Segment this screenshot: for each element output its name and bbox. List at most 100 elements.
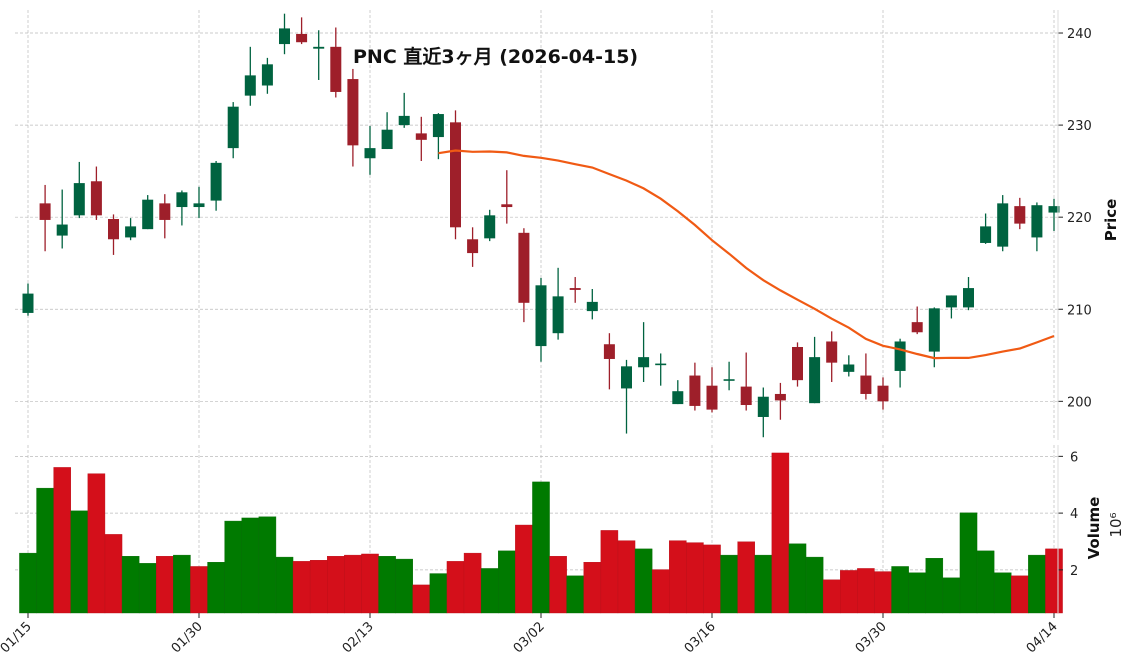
volume-bar (53, 467, 71, 614)
candle-body (244, 75, 256, 96)
volume-bar (754, 554, 773, 614)
x-tick-label: 02/13 (340, 619, 377, 656)
x-tick-label: 03/02 (511, 619, 548, 656)
candle-body (296, 33, 308, 43)
candle-body (535, 285, 547, 347)
volume-bar (395, 558, 413, 614)
volume-bar (600, 530, 619, 614)
volume-tick-label: 2 (1070, 564, 1078, 579)
volume-bar (532, 481, 550, 614)
volume-bar (857, 568, 875, 614)
candle-body (1031, 205, 1043, 238)
volume-bar (258, 516, 277, 614)
x-tick-label: 01/30 (169, 619, 206, 656)
candle-body (90, 181, 102, 216)
price-tick-label: 240 (1067, 27, 1092, 42)
candle-body (1014, 206, 1026, 224)
volume-bar (446, 561, 465, 614)
volume-bar (241, 517, 260, 614)
candle-body (963, 288, 974, 308)
volume-bar (840, 570, 858, 614)
volume-bar (720, 554, 738, 614)
candle-body (774, 393, 786, 401)
volume-bar (549, 556, 567, 614)
volume-bar (703, 544, 721, 614)
candle-body (73, 183, 85, 216)
candle-body (279, 28, 290, 45)
volume-bar (498, 550, 516, 614)
candle-body (638, 357, 650, 368)
volume-bar (207, 562, 225, 614)
volume-bar (104, 534, 123, 614)
candle-body (792, 347, 803, 381)
candle-body (740, 386, 752, 406)
volume-bar (788, 543, 807, 614)
volume-bar (327, 556, 345, 614)
candle-body (603, 344, 615, 359)
volume-bar (480, 568, 499, 614)
volume-bar (1028, 554, 1046, 614)
x-tick-label: 01/15 (0, 619, 35, 656)
candle-body (381, 129, 393, 150)
volume-axis-label: Volume (1085, 497, 1103, 560)
volume-bar (224, 520, 242, 614)
price-axis-label: Price (1102, 199, 1120, 242)
price-tick-label: 220 (1067, 211, 1092, 226)
candle-body (655, 363, 667, 366)
price-tick-label: 230 (1067, 119, 1092, 134)
candle-body (432, 114, 444, 138)
candle-body (347, 79, 359, 146)
volume-bar (583, 562, 602, 614)
candle-body (723, 379, 735, 381)
volume-bar (378, 556, 396, 614)
candle-body (1048, 206, 1060, 213)
candle-body (843, 364, 855, 372)
candle-body (980, 226, 992, 243)
volume-bar (344, 554, 362, 614)
volume-bar (292, 561, 311, 614)
volume-bar (891, 566, 909, 614)
candle-body (313, 46, 325, 49)
candle-body (672, 391, 684, 405)
volume-bar (156, 556, 174, 614)
volume-bar (634, 548, 653, 614)
volume-bar (771, 452, 790, 614)
candle-body (261, 64, 273, 86)
candle-body (193, 203, 205, 208)
volume-bar (617, 540, 636, 614)
volume-bar (822, 579, 841, 614)
volume-bar (87, 473, 106, 614)
x-tick-label: 03/30 (853, 619, 890, 656)
candle-body (501, 204, 513, 208)
volume-bar (309, 560, 328, 614)
volume-scale-label: 10⁶ (1107, 512, 1125, 537)
candle-body (552, 296, 564, 334)
volume-bar (959, 512, 978, 614)
candle-body (330, 46, 342, 92)
volume-bars (19, 452, 1063, 614)
volume-bar (138, 563, 157, 614)
volume-bar (275, 556, 294, 614)
price-tick-label: 210 (1067, 303, 1092, 318)
candle-body (997, 203, 1009, 247)
volume-bar (515, 524, 533, 614)
candle-body (142, 199, 154, 230)
volume-bar (429, 573, 448, 614)
volume-bar (1045, 548, 1063, 614)
volume-bar (874, 571, 892, 614)
volume-bar (908, 572, 926, 614)
candles (22, 13, 1060, 438)
candle-body (210, 162, 222, 201)
volume-bar (651, 569, 670, 614)
candle-body (860, 375, 872, 394)
candle-body (415, 133, 427, 140)
volume-bar (173, 554, 191, 614)
candle-body (586, 301, 598, 312)
candle-body (518, 232, 530, 303)
candle-body (484, 215, 496, 239)
candle-body (911, 322, 923, 333)
volume-bar (737, 541, 755, 614)
price-tick-label: 200 (1067, 395, 1092, 410)
candle-body (450, 122, 461, 228)
